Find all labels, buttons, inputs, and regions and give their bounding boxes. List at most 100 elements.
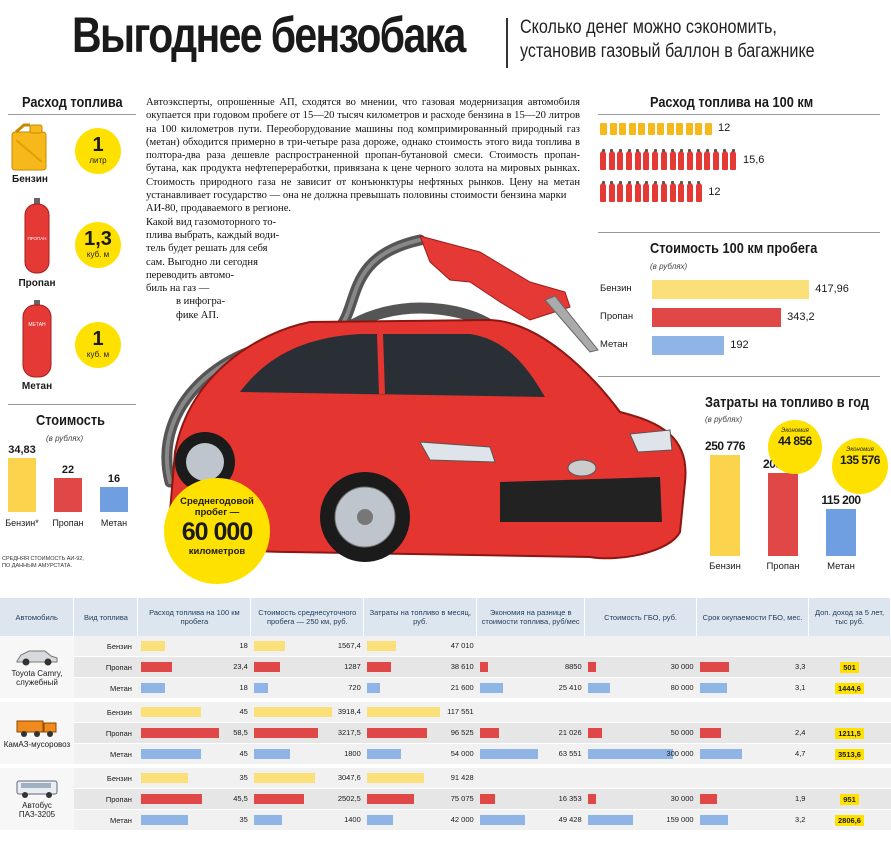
value-cell: 42 000 (363, 809, 477, 831)
garbage-truck-icon (15, 718, 59, 738)
yearly-category-label: Бензин (709, 561, 741, 572)
fuel-type-cell: Пропан (73, 788, 138, 810)
comparison-table: Автомобиль Вид топлива Расход топлива на… (0, 598, 891, 831)
value-bar (140, 662, 173, 672)
col-header: Срок окупаемости ГБО, мес. (696, 598, 809, 636)
table-row: Метан 35 1400 42 000 49 428 159 000 3,2 2806,6 (0, 809, 891, 831)
income-cell: 1444,6 (808, 677, 891, 699)
value-bar (253, 683, 269, 693)
col-header: Затраты на топливо в месяц, руб. (363, 598, 478, 636)
article-line: АИ-80, продаваемого в регионе. (146, 203, 292, 215)
cylinder-icon (721, 149, 728, 170)
cell-value: 25 410 (558, 683, 582, 692)
article-line: переводить автомо- (146, 269, 235, 281)
car-name: КамАЗ-мусоровоз (3, 739, 71, 749)
consumption-amount-petrol: 1 (92, 134, 104, 156)
cylinder-icon (660, 181, 667, 202)
cell-value: 23,4 (233, 662, 248, 671)
cylinder-icon (643, 181, 650, 202)
cell-value: 159 000 (666, 815, 694, 824)
value-bar (366, 728, 428, 738)
fuel-type-cell: Бензин (73, 636, 138, 657)
cell-value: 117 551 (447, 707, 474, 716)
col-header: Стоимость среднесуточного пробега — 250 … (250, 598, 365, 636)
value-bar (253, 749, 290, 759)
mileage-unit: километров (188, 546, 246, 557)
value-cell: 3,2 (696, 809, 809, 831)
value-bar (140, 773, 188, 783)
savings-badge-methane: Экономия 135 576 (832, 438, 888, 494)
value-cell: 35 (137, 767, 251, 789)
value-cell: 1567,4 (250, 636, 364, 657)
value-bar (140, 707, 201, 717)
value-cell: 63 551 (476, 743, 585, 765)
income-value: 951 (840, 793, 859, 805)
income-value: 1444,6 (835, 682, 864, 694)
yearly-title: Затраты на топливо в год (705, 394, 869, 411)
value-bar (253, 728, 319, 738)
value-cell: 1800 (250, 743, 364, 765)
can-icon (695, 123, 702, 135)
value-bar (587, 815, 633, 825)
value-cell: 80 000 (584, 677, 697, 699)
cell-value: 35 (239, 815, 248, 824)
value-bar (253, 707, 333, 717)
cylinder-icon (608, 149, 615, 170)
cylinder-icon (626, 181, 633, 202)
cost-category-label: Пропан (52, 518, 84, 528)
income-cell: 3513,6 (808, 743, 891, 765)
cylinder-icon (626, 149, 633, 170)
can-icon (609, 123, 617, 135)
value-bar (479, 728, 500, 738)
value-bar (699, 683, 728, 693)
group-spacer (0, 764, 891, 768)
cylinder-icon (730, 149, 737, 170)
cell-value: 42 000 (450, 815, 474, 824)
cylinder-icon (608, 181, 615, 202)
can-icon (657, 123, 664, 135)
value-cell: 30 000 (584, 656, 697, 678)
yearly-category-label: Пропан (766, 561, 800, 572)
value-cell (696, 767, 809, 789)
value-cell: 21 026 (476, 722, 585, 744)
value-bar (699, 794, 717, 804)
consumption-name-propane: Пропан (18, 278, 56, 289)
cylinder-icon (600, 181, 606, 202)
cell-value: 49 428 (558, 815, 582, 824)
fuel-type-cell: Бензин (73, 701, 138, 723)
cell-value: 8850 (564, 662, 582, 671)
article-line: тель будет решать для себя (146, 243, 268, 255)
value-bar (366, 794, 414, 804)
cost-footnote: СРЕДНЯЯ СТОИМОСТЬ АИ-92, ПО ДАННЫМ АМУРС… (2, 556, 84, 570)
cell-value: 720 (348, 683, 361, 692)
article-text: Автоэксперты, опрошенные АП, сходятся во… (146, 96, 580, 322)
cost-chart: 34,83 Бензин* 22 Пропан 16 Метан (4, 444, 136, 534)
article-line: в инфогра- (176, 296, 226, 308)
income-cell (808, 636, 891, 657)
cell-value: 3,1 (795, 683, 806, 692)
value-cell: 8850 (476, 656, 585, 678)
fuel-type-cell: Бензин (73, 767, 138, 789)
value-bar (366, 749, 401, 759)
cost100-category-label: Метан (600, 339, 628, 350)
cell-value: 1400 (344, 815, 361, 824)
yearly-bar (710, 454, 740, 556)
value-cell: 96 525 (363, 722, 477, 744)
value-cell: 21 600 (363, 677, 477, 699)
car-cell: Toyota Camry, служебный (0, 636, 74, 699)
value-cell (476, 767, 585, 789)
cell-value: 21 026 (558, 728, 582, 737)
per100-value: 12 (708, 186, 721, 198)
value-cell (696, 636, 809, 657)
cell-value: 50 000 (670, 728, 694, 737)
petrol-can-icon (10, 122, 50, 172)
table-row: Пропан 45,5 2502,5 75 075 16 353 30 000 1,9 951 (0, 788, 891, 810)
title-divider (506, 18, 508, 68)
income-value: 2806,6 (835, 814, 864, 826)
cell-value: 18 (239, 683, 248, 692)
income-cell (808, 767, 891, 789)
cell-value: 45 (239, 749, 248, 758)
cost-footnote-line-2: ПО ДАННЫМ АМУРСТАТА. (2, 563, 73, 569)
value-cell (584, 701, 697, 723)
cell-value: 3217,5 (337, 728, 361, 737)
